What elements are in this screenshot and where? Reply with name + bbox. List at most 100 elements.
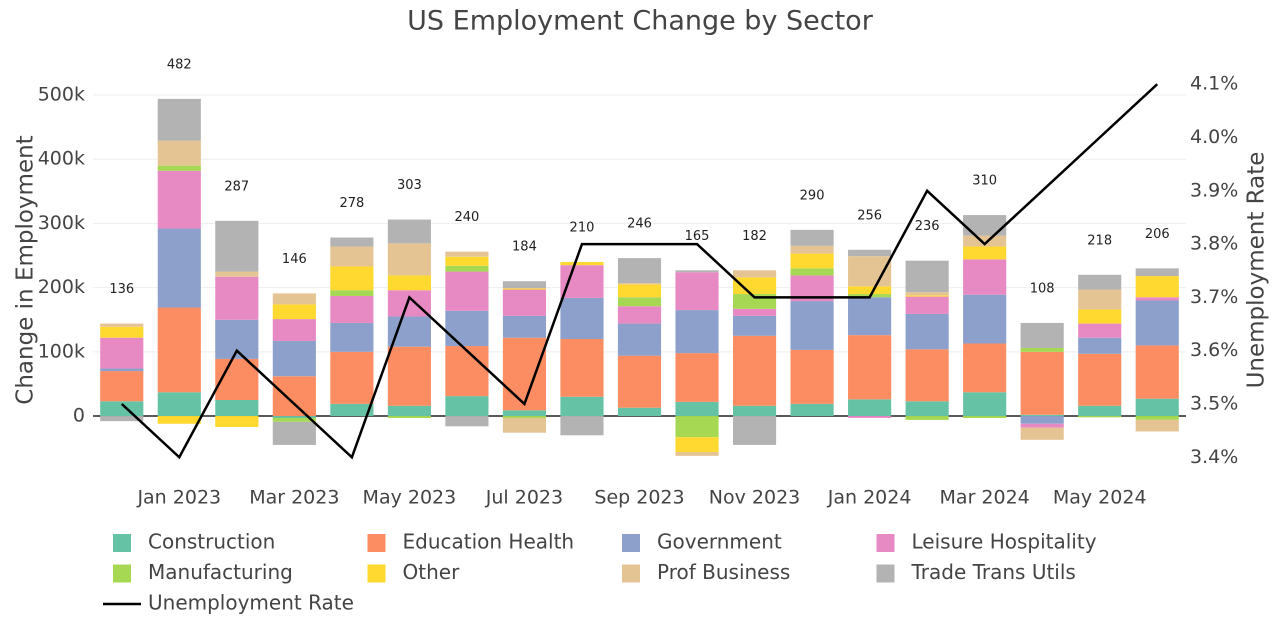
- bar: [963, 343, 1007, 393]
- total-label: 256: [857, 208, 882, 223]
- bar: [1135, 297, 1179, 301]
- bar: [502, 410, 547, 417]
- total-label: 246: [627, 217, 652, 232]
- bar: [790, 253, 834, 269]
- bar: [445, 416, 489, 427]
- bar: [1020, 322, 1064, 348]
- bar: [1020, 423, 1064, 428]
- bar: [445, 310, 489, 347]
- y2-tick-label: 3.5%: [1190, 392, 1238, 414]
- bar: [445, 251, 489, 257]
- bar: [675, 437, 719, 452]
- bar: [215, 276, 259, 320]
- bar: [100, 371, 144, 402]
- bar: [502, 288, 547, 290]
- bar: [617, 306, 662, 324]
- legend-label: Trade Trans Utils: [911, 560, 1076, 584]
- bar: [100, 323, 144, 327]
- bar: [330, 246, 374, 267]
- bar: [963, 294, 1007, 344]
- bar: [732, 308, 777, 316]
- bar: [387, 405, 431, 417]
- bar: [272, 340, 316, 377]
- bar: [100, 326, 144, 338]
- bar: [1135, 268, 1179, 277]
- bar: [617, 258, 662, 284]
- bar: [272, 304, 316, 320]
- bar: [445, 346, 489, 397]
- y2-tick-label: 3.9%: [1190, 179, 1238, 201]
- bar: [502, 281, 547, 289]
- bar: [502, 416, 547, 418]
- bar: [790, 229, 834, 246]
- bar: [963, 215, 1007, 236]
- x-tick-label: Mar 2024: [940, 487, 1030, 509]
- bar: [617, 284, 662, 298]
- bar: [905, 313, 949, 350]
- x-tick-label: May 2023: [363, 487, 457, 509]
- legend-label: Manufacturing: [148, 560, 293, 584]
- bar: [330, 290, 374, 296]
- bar: [790, 268, 834, 276]
- y2-tick-label: 4.0%: [1190, 126, 1238, 148]
- x-tick-label: Nov 2023: [709, 487, 800, 509]
- bar: [272, 416, 316, 418]
- y-axis-title: Change in Employment: [13, 135, 39, 404]
- bar: [445, 271, 489, 311]
- legend-swatch: [113, 564, 131, 583]
- total-label: 303: [397, 178, 422, 193]
- legend-label: Education Health: [403, 530, 575, 554]
- bar: [963, 392, 1007, 417]
- bar: [272, 319, 316, 341]
- bar: [905, 295, 949, 297]
- bar: [560, 297, 604, 339]
- x-tick-label: Jan 2024: [827, 487, 912, 509]
- x-tick-label: Jan 2023: [136, 487, 221, 509]
- bar: [560, 416, 604, 436]
- x-tick-label: Mar 2023: [249, 487, 339, 509]
- bar: [1135, 345, 1179, 399]
- bar: [100, 416, 144, 422]
- total-label: 310: [972, 174, 997, 189]
- bar: [1078, 309, 1122, 324]
- bar: [1135, 416, 1179, 420]
- bar: [387, 275, 431, 291]
- total-label: 165: [685, 229, 710, 244]
- legend-label: Other: [403, 560, 461, 584]
- bar: [445, 256, 489, 266]
- bar: [100, 337, 144, 369]
- y-tick-label: 300k: [38, 212, 85, 234]
- legend-label: Construction: [148, 530, 275, 554]
- y-tick-label: 400k: [38, 148, 85, 170]
- bar: [963, 259, 1007, 295]
- bar: [215, 416, 259, 427]
- bar: [848, 297, 892, 336]
- bar: [502, 315, 547, 338]
- x-tick-label: Jul 2023: [485, 487, 563, 509]
- bar: [732, 405, 777, 417]
- bar: [1020, 427, 1064, 440]
- bar: [1135, 300, 1179, 346]
- line: [120, 83, 1159, 460]
- bar: [157, 307, 201, 393]
- x-tick-label: May 2024: [1053, 487, 1147, 509]
- bar: [905, 292, 949, 296]
- total-label: 236: [915, 219, 940, 234]
- bar: [675, 270, 719, 273]
- bar: [848, 335, 892, 400]
- total-label: 218: [1087, 233, 1112, 248]
- bar: [157, 392, 201, 417]
- bar: [100, 368, 144, 372]
- bar: [560, 265, 604, 298]
- bar: [905, 260, 949, 293]
- bar: [445, 265, 489, 272]
- bar: [1078, 274, 1122, 290]
- bar: [157, 170, 201, 229]
- bar: [790, 245, 834, 254]
- total-label: 206: [1145, 227, 1170, 242]
- legend-swatch: [876, 534, 895, 552]
- bar: [1078, 405, 1122, 417]
- legend-label: Prof Business: [657, 560, 790, 584]
- bar: [560, 396, 604, 417]
- bar: [848, 249, 892, 257]
